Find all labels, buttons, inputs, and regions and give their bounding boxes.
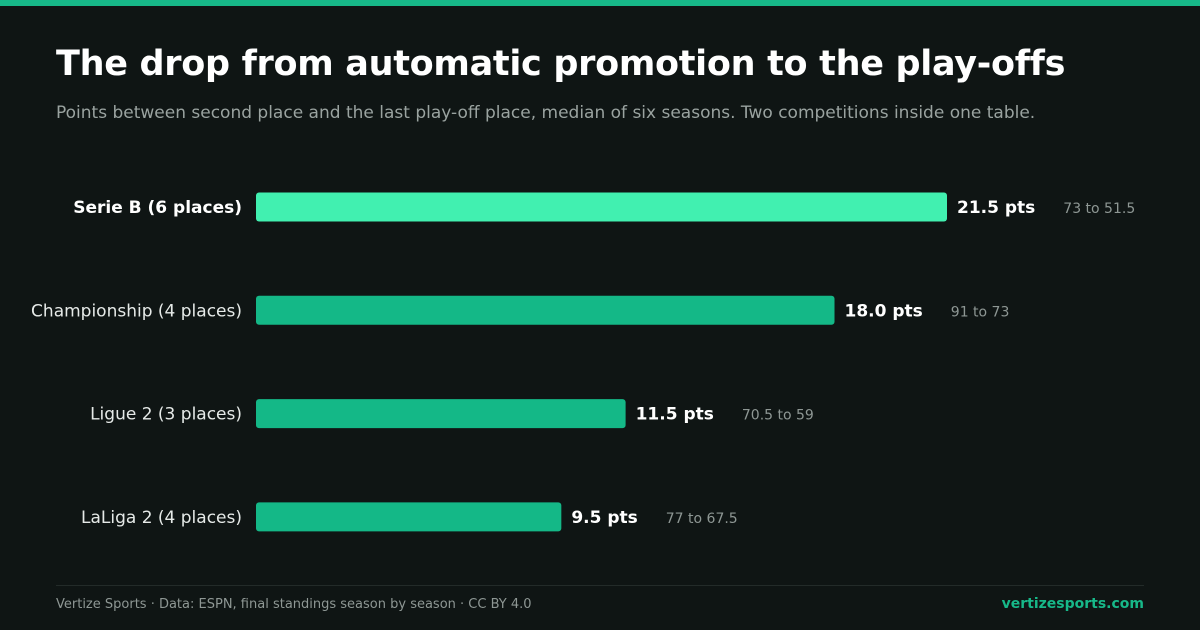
footer-divider [56, 585, 1144, 586]
bar-chart: Serie B (6 places) 21.5 pts 73 to 51.5 Cham… [31, 192, 1135, 532]
top-accent-stripe [0, 0, 1200, 6]
value-label: 21.5 pts [957, 198, 1035, 218]
category-label: Championship (4 places) [31, 301, 242, 321]
page-subtitle: Points between second place and the last… [56, 103, 1036, 123]
range-label: 91 to 73 [951, 304, 1010, 320]
page-title: The drop from automatic promotion to the… [56, 44, 1066, 84]
value-label: 9.5 pts [571, 508, 637, 528]
value-label: 11.5 pts [636, 405, 714, 425]
footer-source: Vertize Sports · Data: ESPN, final stand… [56, 597, 532, 612]
bar [256, 295, 835, 325]
category-label: Serie B (6 places) [73, 198, 242, 218]
range-label: 77 to 67.5 [666, 511, 738, 527]
category-label: Ligue 2 (3 places) [90, 405, 242, 425]
bar [256, 399, 626, 429]
bar [256, 502, 562, 532]
bar [256, 192, 947, 222]
category-label: LaLiga 2 (4 places) [81, 508, 242, 528]
range-label: 70.5 to 59 [742, 408, 814, 424]
footer-site-link[interactable]: vertizesports.com [1001, 596, 1144, 612]
range-label: 73 to 51.5 [1063, 201, 1135, 217]
value-label: 18.0 pts [845, 301, 923, 321]
